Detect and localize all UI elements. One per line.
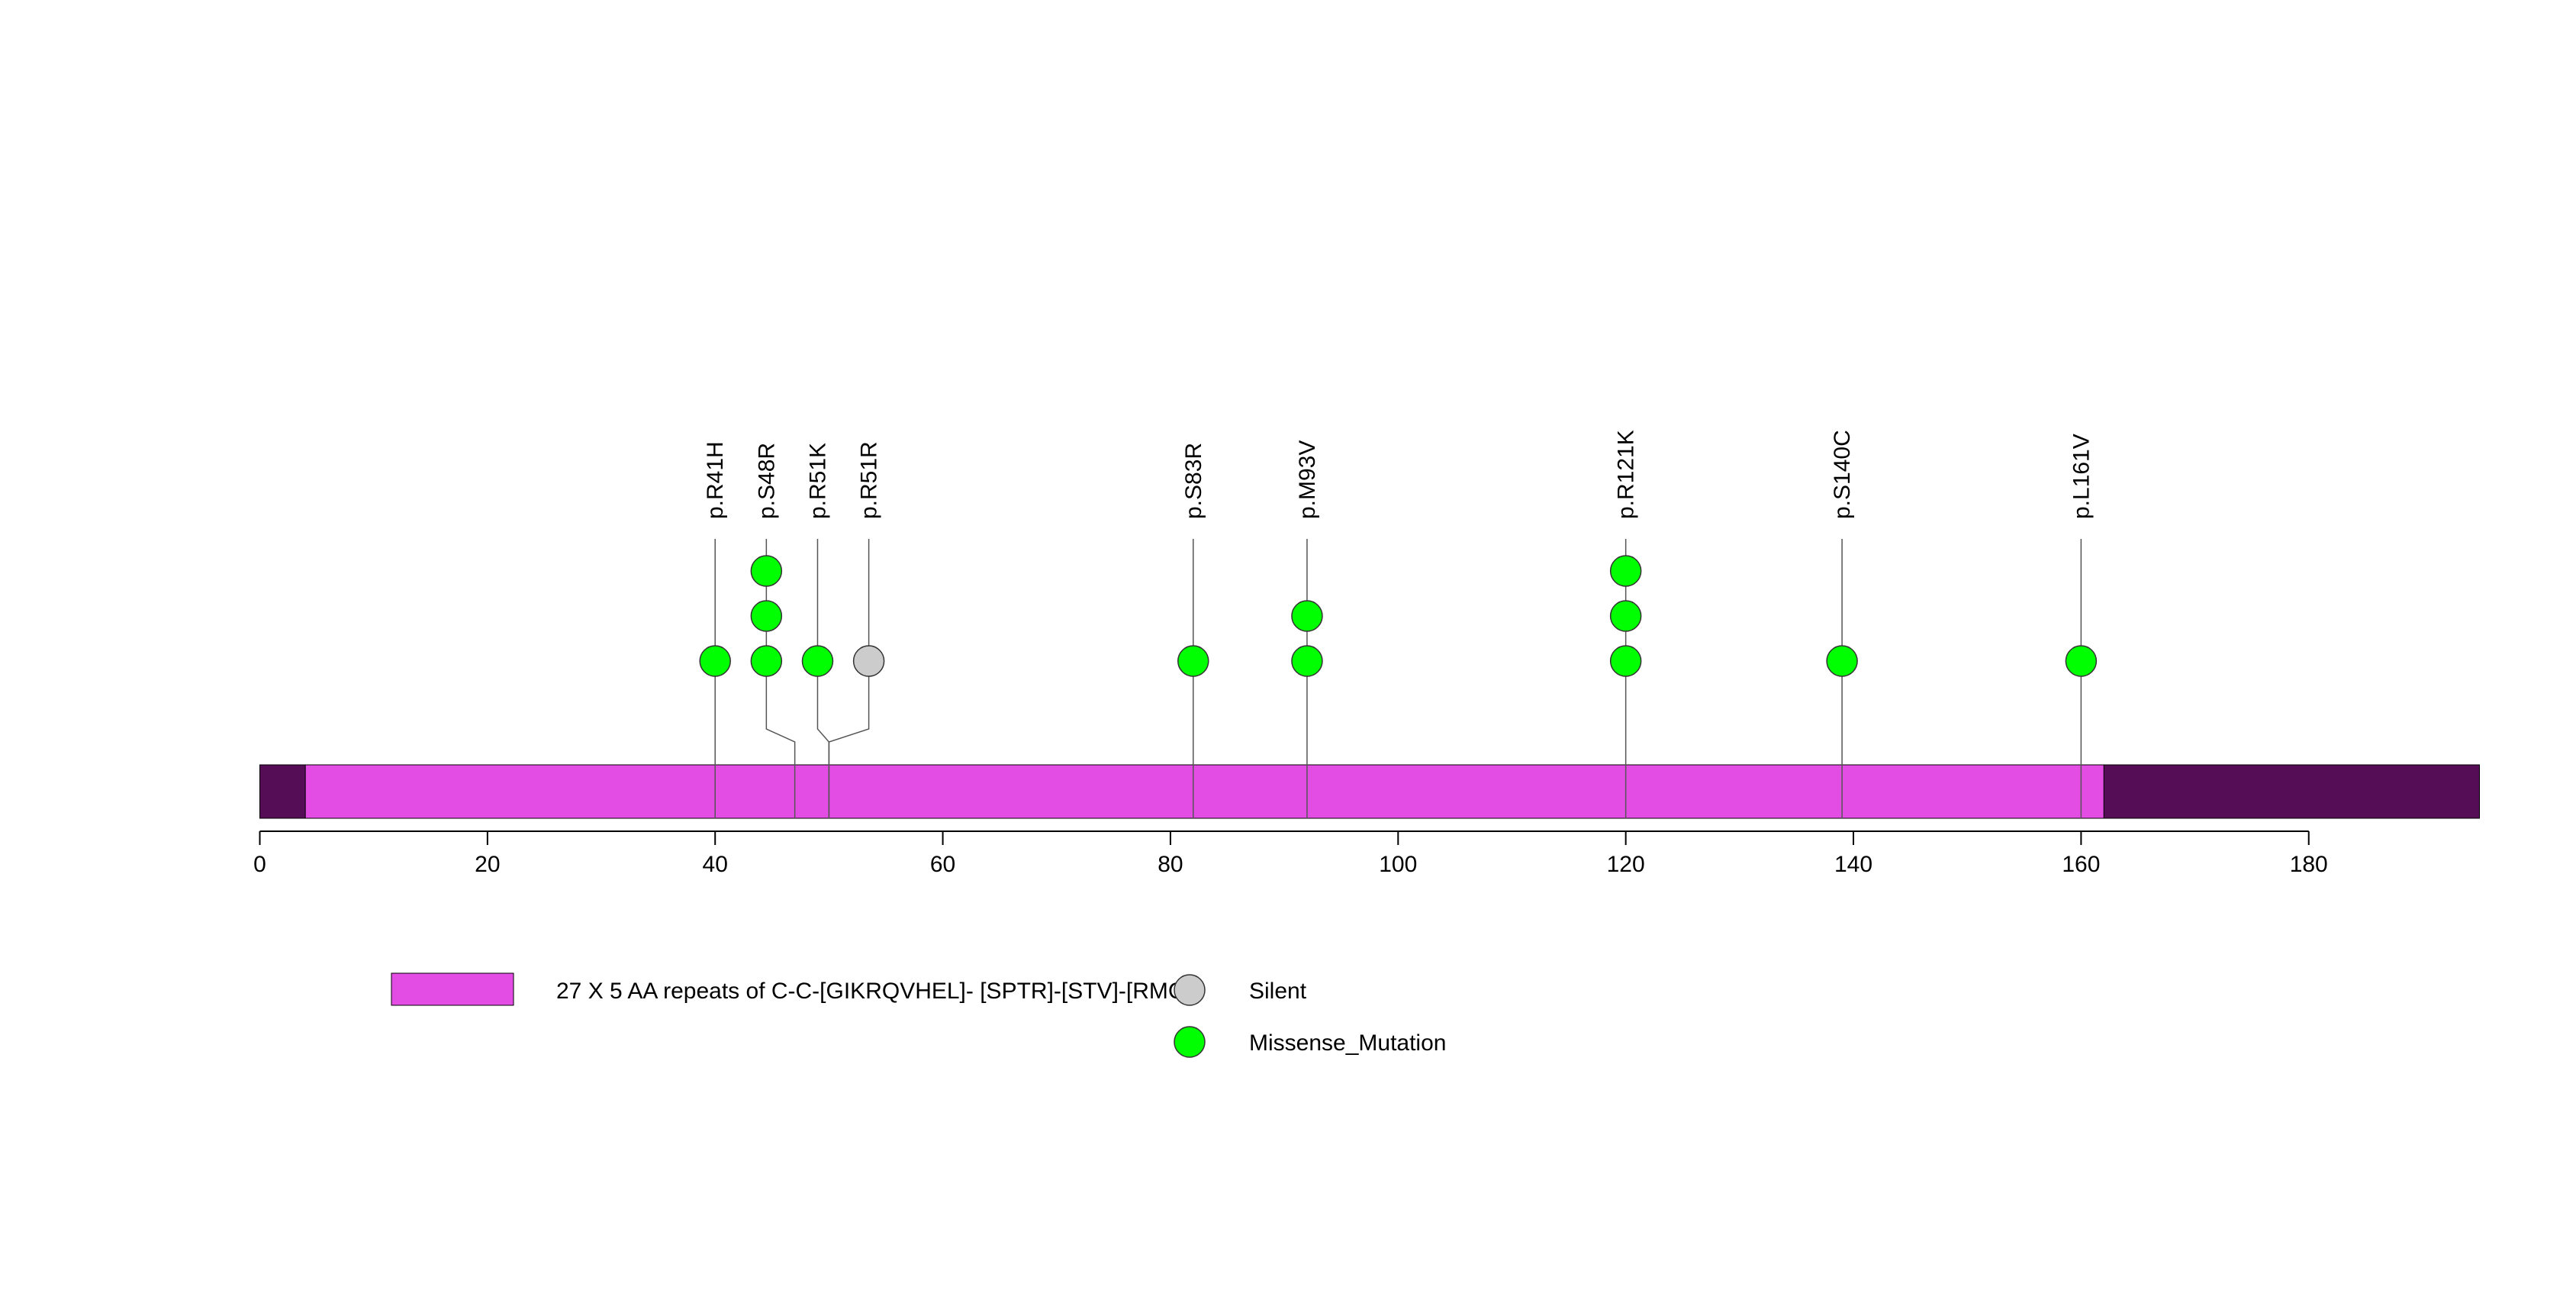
mutation-label: p.S83R: [1181, 443, 1206, 519]
mutation-label: p.S140C: [1830, 430, 1855, 519]
mutation-label: p.L161V: [2069, 434, 2094, 519]
mutation-points: [699, 555, 2098, 677]
mutation-point: [852, 645, 885, 677]
x-tick-label: 140: [1834, 852, 1872, 877]
mutation-point: [1177, 645, 1209, 677]
mutation-point: [1609, 555, 1642, 587]
mutation-point: [1291, 600, 1323, 632]
mutation-stem: [765, 539, 796, 818]
x-tick-label: 120: [1607, 852, 1645, 877]
legend-marker-missense-mutation: [1174, 1026, 1206, 1058]
legend-domain-swatch: [391, 972, 514, 1006]
x-tick-label: 40: [703, 852, 728, 877]
protein-track: [259, 764, 2480, 819]
mutation-label: p.S48R: [754, 443, 779, 519]
legend-label-missense-mutation: Missense_Mutation: [1249, 1030, 1446, 1056]
x-tick-label: 160: [2062, 852, 2100, 877]
mutation-stem: [828, 539, 870, 818]
legend: 27 X 5 AA repeats of C-C-[GIKRQVHEL]- [S…: [391, 972, 1446, 1058]
mutation-point: [801, 645, 834, 677]
x-tick-label: 180: [2290, 852, 2328, 877]
mutation-label: p.R51K: [805, 443, 830, 519]
mutation-point: [750, 600, 783, 632]
legend-label-silent: Silent: [1249, 979, 1307, 1004]
mutation-point: [1609, 600, 1642, 632]
mutation-label: p.R41H: [703, 441, 728, 519]
protein-domain: [304, 764, 2104, 819]
x-tick-label: 100: [1379, 852, 1417, 877]
mutation-point: [2065, 645, 2098, 677]
x-tick-label: 0: [253, 852, 266, 877]
legend-domain-label: 27 X 5 AA repeats of C-C-[GIKRQVHEL]- [S…: [556, 979, 1191, 1004]
mutation-label: p.R51R: [857, 441, 882, 519]
mutation-point: [699, 645, 731, 677]
mutation-point: [1826, 645, 1858, 677]
mutation-point: [1291, 645, 1323, 677]
mutation-point: [1609, 645, 1642, 677]
mutation-labels: p.R41H p.S48R p.R51K p.R51R p.S83R p.M93V p.R1…: [703, 430, 2094, 519]
mutation-stems: [714, 539, 2082, 818]
mutation-label: p.R121K: [1614, 430, 1639, 519]
x-tick-label: 20: [475, 852, 500, 877]
legend-marker-silent: [1174, 974, 1206, 1006]
x-tick-label: 80: [1158, 852, 1183, 877]
mutation-point: [750, 645, 783, 677]
x-axis: 0 20 40 60 80 100 120 140 160 180: [253, 830, 2328, 877]
mutation-label: p.M93V: [1295, 440, 1320, 519]
x-tick-label: 60: [930, 852, 955, 877]
mutation-point: [750, 555, 783, 587]
